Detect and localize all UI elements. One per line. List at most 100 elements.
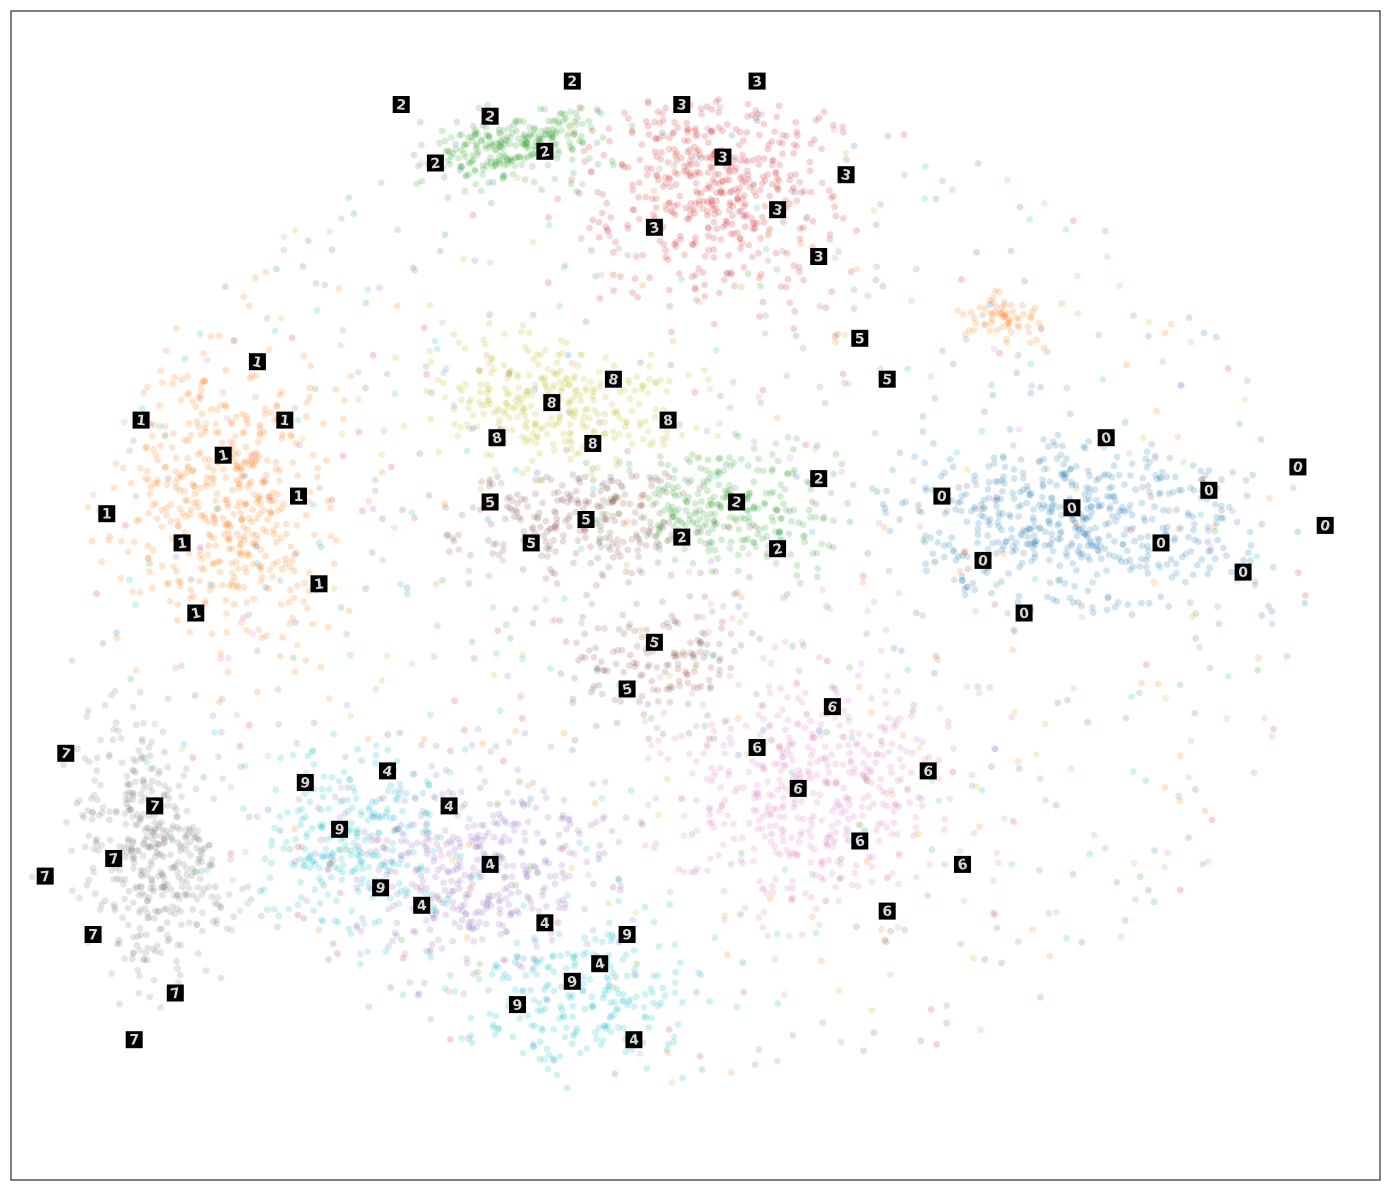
scatter-point-class-2 (213, 505, 221, 513)
scatter-point-class-4 (486, 800, 494, 808)
scatter-point-class-1 (157, 367, 165, 374)
scatter-point-class-9 (606, 982, 614, 989)
scatter-point-class-1 (158, 523, 166, 531)
scatter-point-class-2 (633, 960, 640, 968)
scatter-point-class-1 (267, 409, 275, 416)
scatter-point-class-8 (537, 476, 545, 484)
scatter-point-class-7 (476, 960, 484, 968)
scatter-point-class-3 (927, 1005, 935, 1013)
scatter-point-class-6 (726, 734, 734, 742)
scatter-point-class-5 (300, 914, 308, 922)
scatter-point-class-6 (870, 800, 877, 808)
scatter-point-class-5 (727, 630, 735, 638)
scatter-point-class-4 (497, 930, 505, 938)
scatter-point-class-5 (702, 540, 710, 547)
scatter-point-class-4 (474, 725, 482, 733)
scatter-point-class-4 (864, 292, 872, 300)
scatter-point-class-0 (1213, 333, 1220, 341)
scatter-point-class-6 (806, 760, 814, 768)
scatter-point-class-8 (531, 411, 539, 418)
scatter-point-class-9 (753, 204, 761, 212)
scatter-point-class-0 (1189, 571, 1197, 579)
scatter-point-class-8 (539, 376, 546, 383)
scatter-point-class-7 (132, 721, 140, 729)
scatter-point-class-4 (376, 795, 384, 803)
scatter-point-class-2 (849, 481, 857, 489)
scatter-point-class-1 (224, 668, 232, 676)
scatter-point-class-6 (372, 685, 380, 693)
scatter-point-class-8 (1072, 485, 1080, 493)
scatter-point-class-7 (138, 889, 146, 897)
scatter-point-class-5 (465, 580, 473, 587)
scatter-point-class-6 (909, 749, 916, 757)
scatter-point-class-5 (640, 711, 648, 719)
scatter-point-class-6 (886, 971, 894, 979)
scatter-point-class-2 (473, 151, 481, 159)
scatter-point-class-6 (824, 762, 832, 770)
scatter-point-class-1 (210, 534, 218, 542)
scatter-point-class-6 (919, 802, 926, 810)
scatter-point-class-9 (561, 595, 568, 603)
scatter-point-class-2 (598, 570, 606, 578)
scatter-point-class-3 (628, 129, 636, 137)
scatter-point-class-9 (1099, 376, 1107, 383)
scatter-point-class-9 (329, 849, 336, 857)
scatter-point-class-4 (339, 327, 347, 334)
scatter-point-class-0 (1125, 506, 1133, 514)
scatter-point-class-9 (364, 286, 371, 293)
scatter-point-class-8 (557, 367, 564, 375)
scatter-point-class-4 (312, 280, 320, 287)
scatter-point-class-2 (726, 486, 734, 494)
scatter-point-class-2 (670, 522, 678, 530)
scatter-point-class-2 (595, 108, 602, 116)
scatter-point-class-8 (623, 561, 631, 569)
scatter-point-class-0 (993, 549, 1000, 557)
scatter-point-class-0 (950, 548, 958, 555)
scatter-point-class-3 (334, 950, 341, 957)
scatter-point-class-9 (422, 890, 430, 898)
scatter-point-class-0 (1227, 568, 1235, 576)
scatter-point-class-8 (973, 782, 980, 790)
scatter-point-class-5 (565, 523, 573, 530)
scatter-point-class-2 (441, 137, 449, 145)
scatter-point-class-1 (986, 327, 994, 335)
scatter-point-class-8 (857, 821, 864, 829)
scatter-point-class-3 (672, 211, 679, 219)
scatter-point-class-5 (731, 647, 738, 655)
scatter-point-class-3 (665, 286, 673, 294)
scatter-point-class-3 (676, 192, 684, 200)
scatter-point-class-3 (653, 153, 660, 161)
scatter-point-class-9 (615, 990, 622, 998)
scatter-point-class-8 (483, 389, 491, 397)
scatter-point-class-9 (180, 740, 188, 748)
scatter-point-class-1 (345, 607, 353, 614)
scatter-point-class-6 (737, 856, 745, 864)
scatter-point-class-5 (1166, 454, 1174, 462)
scatter-point-class-9 (573, 1024, 581, 1032)
scatter-point-class-0 (1085, 485, 1093, 492)
scatter-point-class-6 (1041, 199, 1048, 207)
scatter-point-class-3 (499, 757, 507, 765)
scatter-point-class-4 (758, 111, 765, 119)
scatter-point-class-8 (1145, 318, 1153, 326)
scatter-point-class-1 (967, 309, 975, 316)
scatter-point-class-7 (176, 826, 183, 833)
scatter-point-class-2 (471, 167, 479, 175)
scatter-point-class-3 (739, 151, 746, 159)
scatter-point-class-4 (1214, 603, 1221, 611)
scatter-point-class-3 (1176, 886, 1184, 894)
scatter-point-class-9 (499, 975, 507, 982)
scatter-point-class-1 (639, 281, 646, 289)
scatter-point-class-8 (477, 381, 484, 389)
scatter-point-class-3 (589, 216, 596, 224)
scatter-point-class-7 (208, 893, 216, 901)
scatter-point-class-0 (1088, 542, 1096, 550)
scatter-point-class-2 (482, 145, 490, 152)
scatter-point-class-2 (812, 513, 819, 521)
scatter-point-class-0 (543, 996, 551, 1004)
scatter-point-class-2 (365, 1003, 373, 1011)
scatter-point-class-0 (1191, 536, 1198, 544)
scatter-point-class-1 (274, 507, 282, 514)
scatter-point-class-9 (1027, 360, 1035, 368)
scatter-point-class-1 (309, 451, 317, 459)
